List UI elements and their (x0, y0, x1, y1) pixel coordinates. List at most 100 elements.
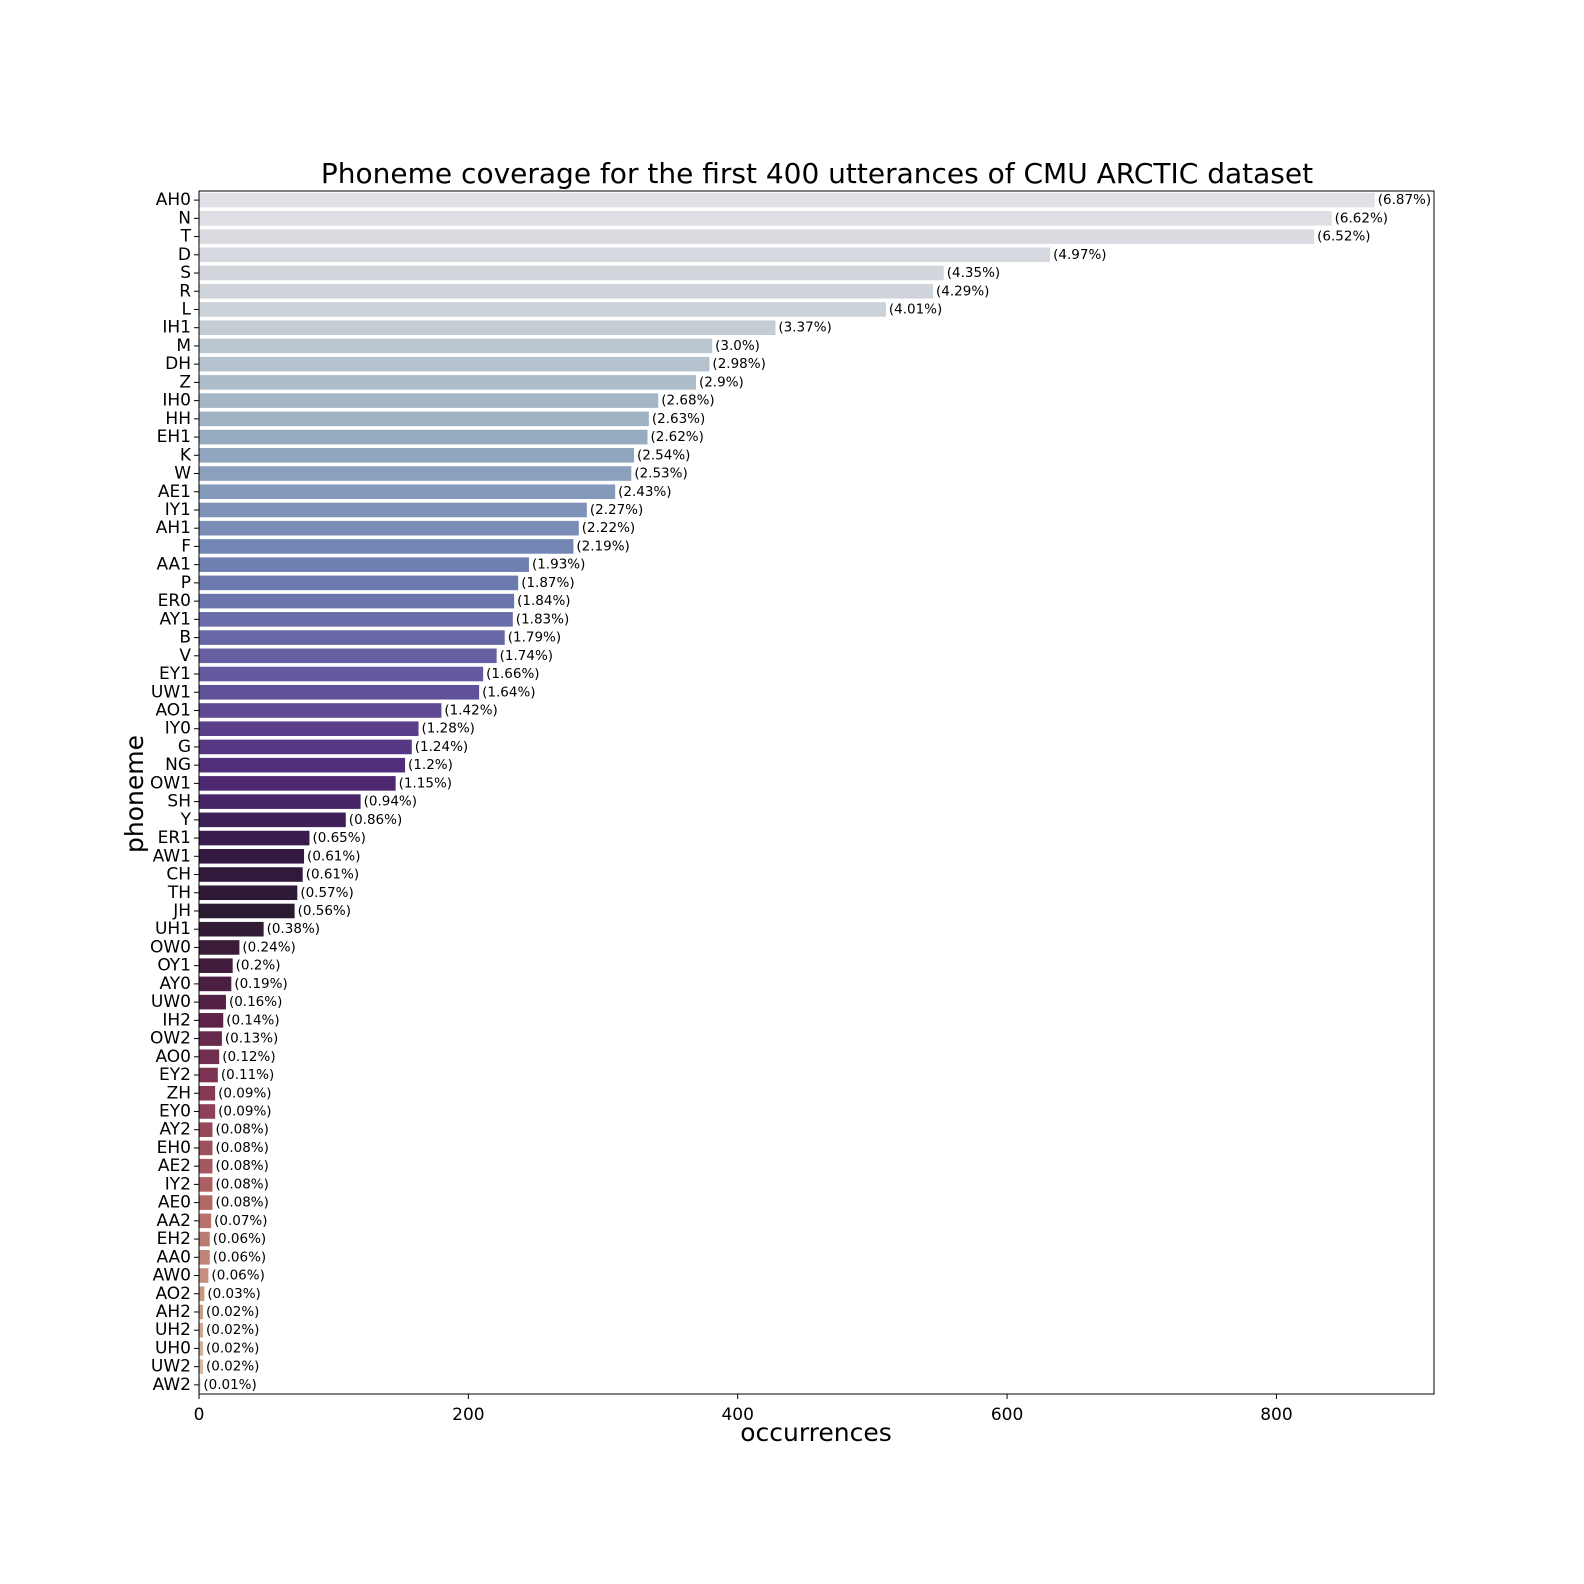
y-tick-label: AE1 (158, 482, 191, 502)
x-tick-label: 0 (194, 1405, 205, 1425)
bar-ih0 (199, 393, 659, 408)
data-label: (0.14%) (226, 1012, 279, 1028)
bar-y (199, 812, 346, 828)
y-tick-label: N (178, 208, 191, 228)
bar-eh2 (199, 1231, 210, 1247)
y-tick-label: AH1 (156, 518, 191, 538)
data-label: (3.37%) (778, 320, 831, 336)
data-label: (2.63%) (652, 411, 705, 427)
data-label: (3.0%) (715, 338, 760, 354)
plot-frame (198, 190, 1435, 1395)
y-tick-label: R (179, 281, 191, 301)
bar-dh (199, 356, 710, 372)
y-tick-label: UH2 (155, 1320, 191, 1340)
data-label: (0.56%) (298, 903, 351, 919)
data-label: (1.24%) (415, 739, 468, 755)
y-tick-label: AA1 (156, 555, 191, 575)
y-tick-label: DH (165, 354, 191, 374)
bar-t (199, 229, 1315, 244)
data-label: (0.86%) (349, 812, 402, 828)
bars-group (199, 192, 1375, 1393)
data-label: (0.08%) (215, 1158, 268, 1174)
y-tick-label: AY1 (159, 609, 191, 629)
bar-uw2 (199, 1359, 204, 1374)
y-tick-label: AO1 (155, 700, 191, 720)
data-labels: (6.87%) (6.62%) (6.52%) (4.97%) (4.35%) (4.29… (203, 192, 1431, 1393)
data-label: (0.94%) (364, 794, 417, 810)
y-tick-label: Z (179, 372, 191, 392)
data-label: (0.08%) (215, 1176, 268, 1192)
bar-uw0 (199, 994, 226, 1010)
data-label: (0.07%) (214, 1213, 267, 1229)
y-tick-label: AE2 (158, 1156, 191, 1176)
bar-ao0 (199, 1049, 220, 1065)
y-tick-label: ER0 (158, 591, 191, 611)
bar-th (199, 885, 298, 901)
bar-er0 (199, 593, 515, 609)
y-tick-label: F (181, 536, 191, 556)
data-label: (2.19%) (576, 538, 629, 554)
bar-aw1 (199, 849, 305, 864)
bar-k (199, 448, 635, 463)
data-label: (0.08%) (215, 1195, 268, 1211)
bar-iy2 (199, 1177, 213, 1192)
y-tick-label: AA0 (156, 1247, 191, 1267)
bar-p (199, 575, 519, 591)
y-tick-label: L (182, 299, 192, 319)
y-tick-label: AA2 (156, 1211, 191, 1231)
category-labels: AH0NTDSRLIH1MDHZIH0HHEH1KWAE1IY1AH1FAA1P… (150, 190, 199, 1395)
data-label: (0.02%) (206, 1304, 259, 1320)
data-label: (2.54%) (637, 447, 690, 463)
y-tick-label: IH0 (162, 391, 191, 411)
bar-l (199, 302, 886, 317)
y-tick-label: EY2 (159, 1065, 191, 1085)
y-tick-label: IY0 (165, 719, 191, 739)
data-label: (1.42%) (444, 702, 497, 718)
x-axis-ticks: 0 200 400 600 800 (194, 1394, 1293, 1425)
bar-ay2 (199, 1122, 213, 1137)
data-label: (1.66%) (486, 666, 539, 682)
data-label: (2.9%) (699, 374, 744, 390)
bar-ch (199, 867, 303, 882)
y-tick-label: P (181, 573, 191, 593)
y-tick-label: ER1 (158, 828, 191, 848)
data-label: (0.09%) (218, 1085, 271, 1101)
data-label: (0.03%) (207, 1286, 260, 1302)
y-tick-label: IH1 (162, 318, 191, 338)
y-tick-label: AH0 (156, 190, 191, 210)
bar-ay1 (199, 612, 513, 627)
bar-aa0 (199, 1250, 210, 1265)
data-label: (0.06%) (213, 1249, 266, 1265)
bar-eh1 (199, 429, 648, 445)
bar-ah0 (199, 192, 1375, 208)
y-tick-label: CH (166, 865, 191, 885)
bar-v (199, 648, 497, 664)
y-tick-label: SH (167, 792, 191, 812)
bar-ih1 (199, 320, 776, 335)
y-tick-label: AY2 (159, 1120, 191, 1140)
bar-oy1 (199, 958, 233, 973)
data-label: (0.13%) (225, 1031, 278, 1047)
y-tick-label: V (179, 646, 191, 666)
data-label: (2.53%) (634, 466, 687, 482)
y-tick-label: OY1 (157, 956, 191, 976)
y-tick-label: AY0 (159, 974, 191, 994)
bar-ae0 (199, 1195, 213, 1210)
y-axis-label: phoneme (120, 735, 149, 853)
data-label: (0.09%) (218, 1103, 271, 1119)
bar-b (199, 630, 505, 645)
y-tick-label: IY1 (165, 500, 191, 520)
bar-ah2 (199, 1304, 204, 1320)
bar-ae2 (199, 1158, 213, 1174)
y-tick-label: OW2 (150, 1029, 191, 1049)
data-label: (1.28%) (422, 721, 475, 737)
data-label: (6.62%) (1335, 210, 1388, 226)
bar-aw2 (199, 1377, 201, 1393)
bar-w (199, 466, 632, 481)
data-label: (0.01%) (203, 1377, 256, 1393)
y-tick-label: EY1 (159, 664, 191, 684)
bar-ey2 (199, 1067, 218, 1083)
y-tick-label: JH (172, 901, 191, 921)
y-tick-label: M (176, 336, 191, 356)
data-label: (1.79%) (508, 630, 561, 646)
